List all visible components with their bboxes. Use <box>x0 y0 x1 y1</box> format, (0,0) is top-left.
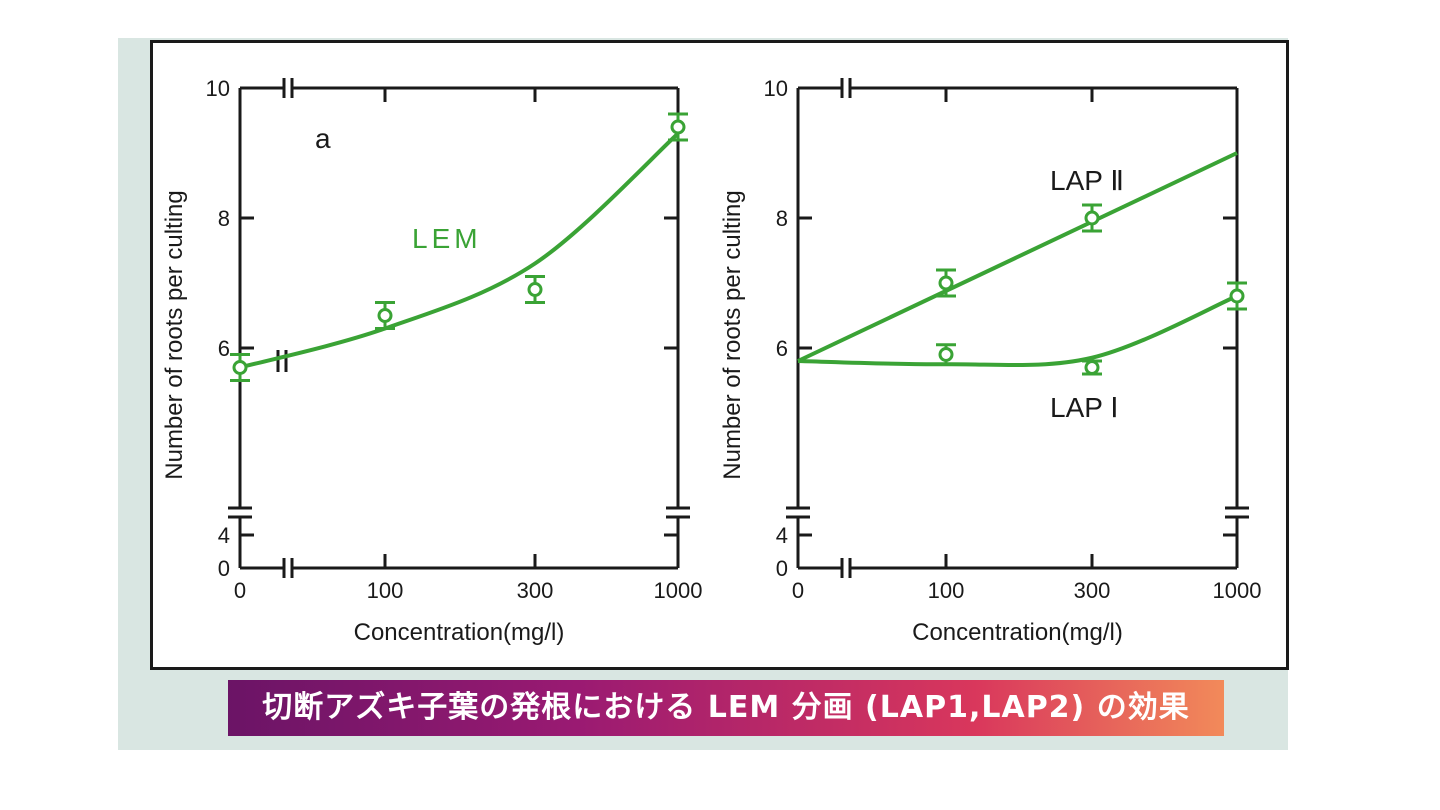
x-tick-label: 300 <box>1074 578 1111 603</box>
data-point <box>1084 210 1100 226</box>
x-tick-label: 1000 <box>1213 578 1262 603</box>
y-tick-label: 10 <box>764 76 788 101</box>
y-axis-break-gap <box>792 508 804 517</box>
x-axis-title: Concentration(mg/l) <box>912 619 1123 646</box>
series-fit-line <box>797 151 1238 363</box>
y-tick-label: 6 <box>776 336 788 361</box>
x-tick-label: 100 <box>367 578 404 603</box>
data-point <box>377 308 393 323</box>
y-tick-label: 0 <box>776 556 788 581</box>
panel-label: a <box>315 123 331 154</box>
data-point <box>1229 288 1245 304</box>
x-tick-label: 300 <box>517 578 554 603</box>
data-point <box>670 119 686 135</box>
caption-banner: 切断アズキ子葉の発根における LEM 分画 (LAP1,LAP2) の効果 <box>228 680 1224 736</box>
y-axis-title: Number of roots per culting <box>719 190 746 479</box>
data-point <box>938 347 954 362</box>
y-tick-label: 4 <box>218 523 230 548</box>
y-tick-label: 8 <box>218 206 230 231</box>
y-tick-label: 10 <box>206 76 230 101</box>
series-label: LEM <box>412 223 482 254</box>
data-point <box>527 282 543 297</box>
x-axis-break-gap <box>842 82 850 94</box>
x-tick-label: 0 <box>792 578 804 603</box>
x-tick-label: 100 <box>928 578 965 603</box>
y-tick-label: 8 <box>776 206 788 231</box>
data-point <box>938 275 954 291</box>
x-tick-label: 0 <box>234 578 246 603</box>
y-axis-break-gap <box>234 508 246 517</box>
y-tick-label: 4 <box>776 523 788 548</box>
y-tick-label: 0 <box>218 556 230 581</box>
series-fit-line <box>239 132 680 370</box>
x-axis-title: Concentration(mg/l) <box>354 619 565 646</box>
x-axis-break-gap <box>284 562 292 574</box>
x-axis-break-gap <box>842 562 850 574</box>
x-tick-label: 1000 <box>654 578 703 603</box>
y-axis-break-gap <box>672 508 684 517</box>
y-axis-title: Number of roots per culting <box>161 190 188 479</box>
y-tick-label: 6 <box>218 336 230 361</box>
series-label: LAP Ⅱ <box>1050 165 1124 196</box>
data-point <box>1084 360 1100 375</box>
data-point <box>232 360 248 375</box>
x-axis-break-gap <box>284 82 292 94</box>
series-fit-line <box>797 294 1238 368</box>
y-axis-break-gap <box>1231 508 1243 517</box>
series-label: LAP Ⅰ <box>1050 392 1118 423</box>
